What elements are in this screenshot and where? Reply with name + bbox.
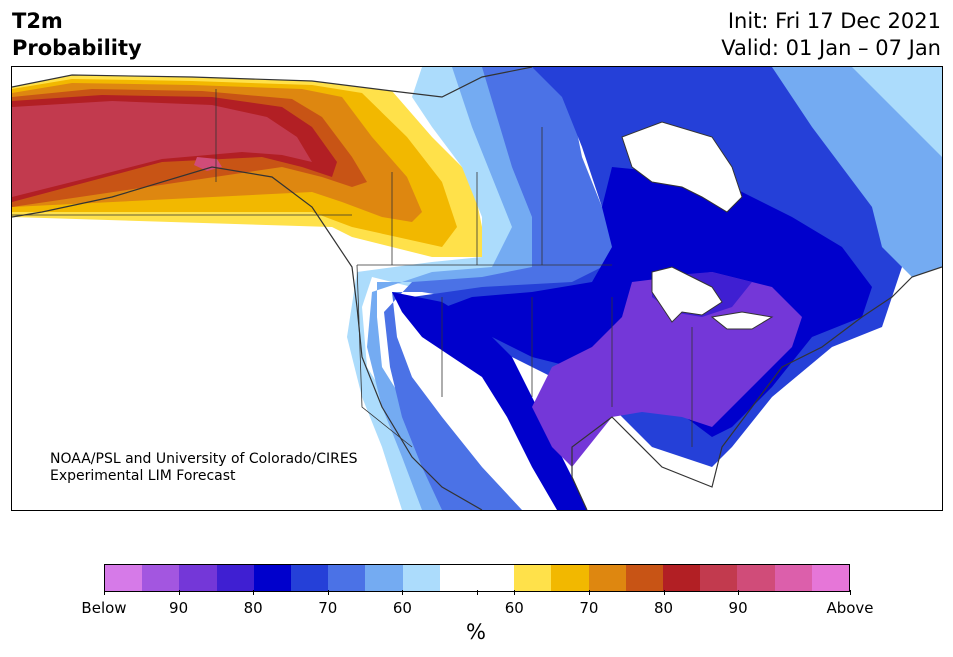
colorbar-tick-label: 80 [653, 599, 674, 617]
title-right: Init: Fri 17 Dec 2021 Valid: 01 Jan – 07… [721, 8, 941, 62]
colorbar-tick-label: 60 [504, 599, 524, 617]
colorbar-segment [105, 565, 143, 591]
colorbar-tick-label: Above [826, 599, 874, 617]
colorbar-segment [514, 565, 552, 591]
colorbar-segment [328, 565, 366, 591]
credit-line-2: Experimental LIM Forecast [50, 468, 236, 484]
below-faint-east-region [772, 67, 942, 277]
map-frame: NOAA/PSL and University of Colorado/CIRE… [11, 66, 943, 511]
colorbar-segment [142, 565, 180, 591]
colorbar-tick [514, 590, 516, 595]
colorbar-segment [439, 565, 478, 591]
colorbar-segment [588, 565, 626, 591]
colorbar-segment [477, 565, 515, 591]
above-extreme-region [12, 101, 312, 197]
title-quantity: Probability [12, 36, 142, 60]
colorbar-segment [179, 565, 217, 591]
colorbar-segment [402, 565, 440, 591]
colorbar-segment [551, 565, 589, 591]
init-date: Init: Fri 17 Dec 2021 [727, 9, 941, 33]
valid-range: Valid: 01 Jan – 07 Jan [721, 36, 941, 60]
colorbar-tick [178, 590, 180, 595]
great-lakes-east [710, 311, 774, 330]
colorbar-segment [737, 565, 775, 591]
colorbar-tick-label: 70 [318, 599, 338, 617]
below-strong-sw-region [392, 292, 587, 510]
colorbar-tick [738, 590, 740, 595]
colorbar-segment [216, 565, 254, 591]
boundaries [12, 89, 693, 448]
colorbar-tick [663, 590, 665, 595]
colorbar-tick [402, 590, 404, 595]
colorbar-segment [700, 565, 738, 591]
colorbar-tick [477, 590, 478, 595]
colorbar-segment [625, 565, 664, 591]
below-faint-labrador-region [852, 67, 942, 157]
credit-text: NOAA/PSL and University of Colorado/CIRE… [50, 451, 358, 485]
great-lakes [651, 266, 723, 323]
colorbar-segment [253, 565, 292, 591]
colorbar-tick [104, 590, 105, 595]
colorbar-segment [663, 565, 701, 591]
hudson-bay [621, 121, 743, 213]
colorbar-tick-label: 80 [243, 599, 263, 617]
colorbar-tick-label: 70 [579, 599, 599, 617]
colorbar-tick-label: 90 [169, 599, 189, 617]
coastline [12, 67, 942, 510]
colorbar-tick [850, 590, 851, 595]
colorbar-units: % [466, 620, 486, 644]
colorbar-tick-label: 60 [392, 599, 412, 617]
title-variable: T2m [12, 9, 63, 33]
colorbar [104, 564, 850, 592]
colorbar-segment [774, 565, 812, 591]
colorbar-tick-label: 90 [728, 599, 748, 617]
colorbar-segment [291, 565, 329, 591]
colorbar-segment [365, 565, 403, 591]
colorbar-tick [327, 590, 329, 595]
title-left: T2m Probability [12, 8, 142, 62]
credit-line-1: NOAA/PSL and University of Colorado/CIRE… [50, 451, 358, 467]
colorbar-tick [588, 590, 590, 595]
probability-map [12, 67, 942, 510]
colorbar-segment [811, 565, 850, 591]
colorbar-ticks [104, 590, 851, 598]
colorbar-tick [253, 590, 255, 595]
colorbar-tick-label: Below [81, 599, 127, 617]
